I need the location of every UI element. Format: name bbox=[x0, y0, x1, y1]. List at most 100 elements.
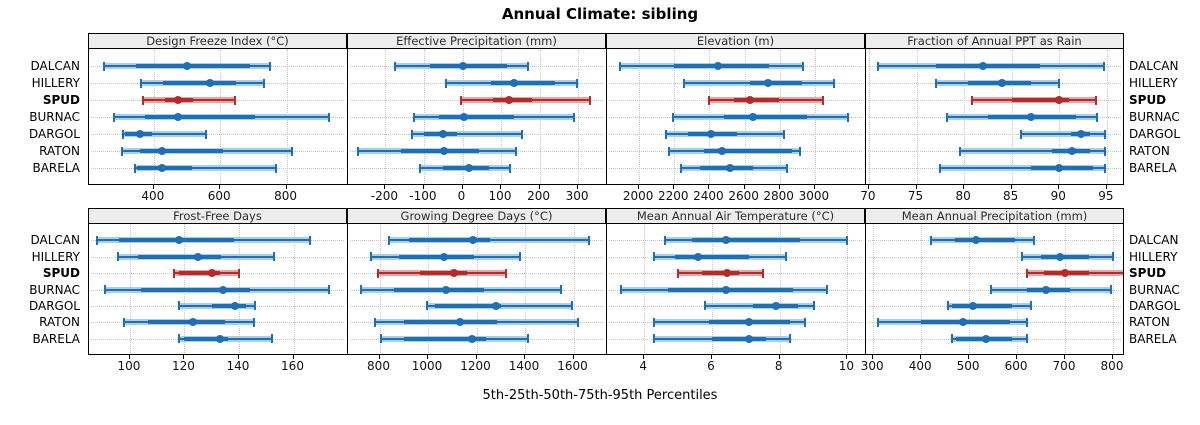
interquartile-band-25-75 bbox=[435, 303, 501, 308]
whisker-end-cap bbox=[1025, 317, 1028, 327]
median-dot bbox=[173, 113, 182, 121]
interquartile-band-25-75 bbox=[398, 254, 475, 259]
row-guide-line bbox=[868, 256, 1121, 258]
axis-tick-label: 90 bbox=[1050, 189, 1066, 203]
axis-tick-label: 120 bbox=[171, 359, 195, 373]
site-label-right-dalcan: DALCAN bbox=[1129, 233, 1179, 248]
axis-tick-label: 2800 bbox=[763, 189, 794, 203]
interquartile-band-25-75 bbox=[723, 115, 807, 119]
median-dot bbox=[465, 164, 474, 172]
interquartile-band-25-75 bbox=[135, 64, 251, 68]
whisker-end-cap bbox=[668, 146, 670, 156]
whisker-end-cap bbox=[104, 285, 107, 294]
whisker-end-cap bbox=[178, 334, 180, 344]
whisker-end-cap bbox=[588, 95, 591, 105]
site-label-left-dargol: DARGOL bbox=[28, 298, 80, 313]
axis-tick-label: 800 bbox=[367, 359, 390, 373]
site-label-left-hillery: HILLERY bbox=[31, 249, 80, 264]
interquartile-band-25-75 bbox=[749, 81, 802, 85]
panel-title: Frost-Free Days bbox=[88, 208, 347, 224]
gridline-vertical bbox=[573, 224, 575, 354]
axis-tick bbox=[915, 185, 917, 189]
whisker-end-cap bbox=[934, 78, 937, 88]
median-dot bbox=[230, 301, 239, 310]
panel-title: Design Freeze Index (°C) bbox=[88, 33, 347, 49]
axis-tick bbox=[524, 355, 525, 359]
site-label-right-burnac: BURNAC bbox=[1129, 282, 1180, 297]
median-dot bbox=[725, 164, 734, 172]
interquartile-band-25-75 bbox=[691, 238, 800, 243]
panel-mean-annual-precipitation-mm-: Mean Annual Precipitation (mm) 300 400 500 6… bbox=[861, 208, 1124, 379]
axis-tick bbox=[1016, 355, 1018, 359]
whisker-end-cap bbox=[521, 129, 524, 139]
axis-tick bbox=[577, 185, 579, 189]
whisker-end-cap bbox=[826, 285, 829, 294]
panel-plot-area bbox=[865, 49, 1124, 185]
whisker-end-cap bbox=[618, 61, 621, 71]
axis-tick-label: 200 bbox=[527, 189, 551, 203]
interquartile-band-25-75 bbox=[491, 81, 555, 85]
median-dot bbox=[194, 252, 203, 261]
whisker-end-cap bbox=[1109, 285, 1112, 294]
interquartile-band-25-75 bbox=[667, 287, 794, 292]
median-dot bbox=[748, 113, 757, 121]
axis-tick bbox=[1105, 185, 1107, 189]
panel-title: Fraction of Annual PPT as Rain bbox=[865, 33, 1124, 49]
panel-title: Mean Annual Air Temperature (°C) bbox=[606, 208, 865, 224]
site-label-right-raton: RATON bbox=[1129, 315, 1170, 330]
whisker-end-cap bbox=[233, 95, 236, 105]
whisker-end-cap bbox=[274, 163, 277, 173]
whisker-end-cap bbox=[1096, 112, 1099, 122]
interquartile-band-25-75 bbox=[674, 254, 750, 259]
axis-tick bbox=[427, 355, 428, 359]
gridline-vertical bbox=[1113, 224, 1114, 354]
whisker-end-cap bbox=[877, 317, 879, 327]
axis-tick-label: 10 bbox=[838, 359, 855, 373]
percentiles-caption: 5th-25th-50th-75th-95th Percentiles bbox=[482, 388, 718, 403]
gridline-vertical bbox=[639, 49, 641, 184]
axis-tick-label: 100 bbox=[488, 189, 512, 203]
gridline-vertical bbox=[916, 49, 918, 184]
median-dot bbox=[205, 79, 214, 87]
axis-tick bbox=[778, 355, 780, 359]
axis-tick-label: 300 bbox=[565, 189, 589, 203]
gridline-vertical bbox=[921, 224, 923, 354]
whisker-end-cap bbox=[262, 78, 265, 88]
axis-tick-label: 160 bbox=[281, 359, 304, 373]
axis-tick-label: 75 bbox=[907, 189, 924, 203]
median-dot bbox=[1056, 252, 1065, 261]
whisker-end-cap bbox=[379, 334, 382, 344]
median-dot bbox=[745, 318, 754, 327]
whisker-line-5-95 bbox=[1021, 133, 1105, 135]
axis-tick bbox=[673, 185, 675, 189]
median-dot bbox=[442, 285, 451, 294]
panel-plot-area bbox=[88, 49, 347, 185]
site-label-left-spud: SPUD bbox=[42, 266, 80, 281]
interquartile-band-25-75 bbox=[419, 271, 467, 276]
axis-tick-label: 3000 bbox=[798, 189, 830, 203]
whisker-end-cap bbox=[102, 61, 105, 71]
axis-tick-label: 2600 bbox=[728, 189, 759, 203]
interquartile-band-25-75 bbox=[1041, 254, 1090, 259]
interquartile-band-25-75 bbox=[701, 271, 739, 276]
median-dot bbox=[1041, 285, 1050, 294]
median-dot bbox=[745, 334, 754, 343]
whisker-end-cap bbox=[1058, 78, 1061, 88]
site-label-left-dalcan: DALCAN bbox=[30, 233, 81, 248]
panel-plot-area bbox=[606, 49, 865, 185]
whisker-line-5-95 bbox=[412, 133, 523, 135]
median-dot bbox=[1077, 130, 1086, 138]
interquartile-band-25-75 bbox=[400, 149, 480, 153]
interquartile-band-25-75 bbox=[138, 254, 222, 259]
whisker-end-cap bbox=[573, 112, 576, 122]
whisker-line-5-95 bbox=[960, 150, 1105, 152]
interquartile-band-25-75 bbox=[162, 81, 236, 85]
interquartile-band-25-75 bbox=[439, 115, 514, 119]
axis-tick bbox=[183, 355, 185, 359]
whisker-end-cap bbox=[560, 285, 563, 294]
interquartile-band-25-75 bbox=[394, 287, 484, 292]
whisker-end-cap bbox=[653, 317, 656, 327]
whisker-line-5-95 bbox=[122, 133, 206, 135]
whisker-end-cap bbox=[252, 317, 255, 327]
median-dot bbox=[1055, 164, 1064, 172]
